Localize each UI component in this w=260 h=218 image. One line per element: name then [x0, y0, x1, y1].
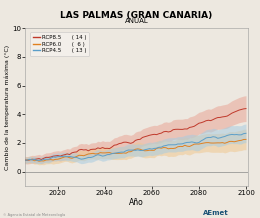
- Y-axis label: Cambio de la temperatura máxima (°C): Cambio de la temperatura máxima (°C): [5, 44, 10, 170]
- Legend: RCP8.5      ( 14 ), RCP6.0      (  6 ), RCP4.5      ( 13 ): RCP8.5 ( 14 ), RCP6.0 ( 6 ), RCP4.5 ( 13…: [30, 32, 89, 56]
- X-axis label: Año: Año: [129, 198, 144, 207]
- Text: ANUAL: ANUAL: [125, 18, 148, 24]
- Title: LAS PALMAS (GRAN CANARIA): LAS PALMAS (GRAN CANARIA): [61, 11, 213, 20]
- Text: AEmet: AEmet: [203, 210, 229, 216]
- Text: © Agencia Estatal de Meteorología: © Agencia Estatal de Meteorología: [3, 213, 65, 217]
